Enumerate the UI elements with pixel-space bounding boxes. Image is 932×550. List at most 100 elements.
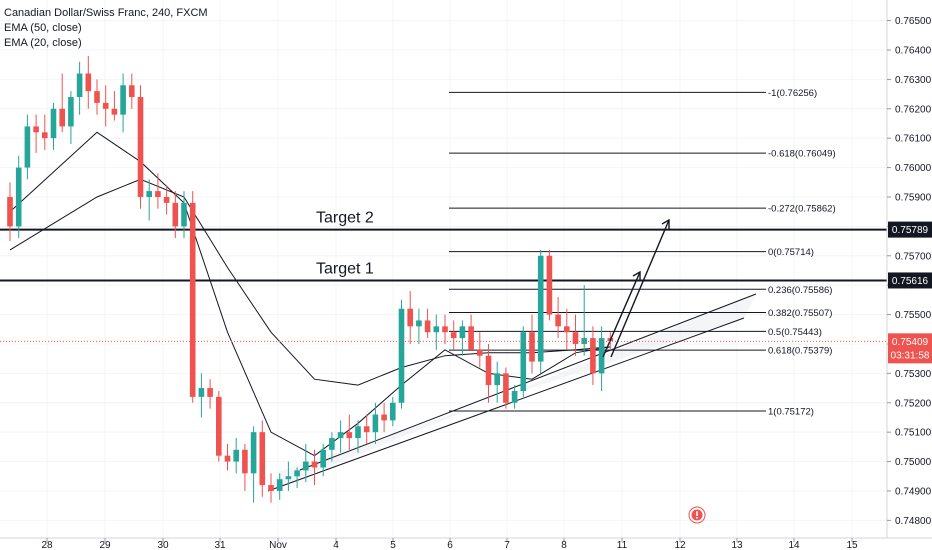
y-tick-label: 0.76000	[895, 163, 932, 174]
legend-ema20[interactable]: EMA (20, close)	[4, 37, 82, 49]
x-tick-label: 15	[846, 540, 858, 550]
alert-icon[interactable]	[688, 506, 706, 524]
candle-body	[137, 97, 144, 197]
fib-label: 1(0.75172)	[768, 406, 814, 417]
x-tick-label: 28	[41, 540, 53, 550]
y-tick-label: 0.76200	[895, 104, 932, 115]
y-tick-label: 0.75900	[895, 192, 932, 203]
current-price-label: 0.75409	[892, 337, 929, 348]
candle-body	[450, 332, 457, 339]
candle-body	[363, 426, 370, 433]
candle-body	[477, 349, 483, 356]
candle-body	[7, 196, 13, 227]
fib-label: 0.236(0.75586)	[768, 285, 832, 296]
fib-levels: -1(0.76256) -0.618(0.76049) -0.272(0.75862…	[449, 88, 836, 417]
x-tick-label: 14	[788, 540, 800, 550]
candle-body	[346, 432, 353, 439]
candle-body	[259, 432, 266, 486]
x-tick-label: 13	[731, 540, 743, 550]
x-tick-label: 11	[617, 540, 628, 550]
candle-body	[102, 102, 109, 109]
grid	[0, 0, 887, 538]
x-tick-label: 7	[504, 540, 510, 550]
candle-body	[407, 308, 413, 327]
arrow-2-shaft	[610, 219, 670, 358]
candle-body	[76, 73, 83, 98]
candle-body	[42, 132, 48, 139]
candle-body	[459, 326, 466, 339]
fib-label: -0.272(0.75862)	[768, 204, 836, 215]
candle-body	[163, 196, 170, 203]
target-price-tag-label: 0.75616	[892, 276, 929, 287]
candle-body	[181, 202, 187, 227]
candle-body	[50, 108, 57, 139]
projection-arrows	[602, 218, 670, 358]
fib-label: 0.382(0.75507)	[768, 308, 832, 319]
fib-label: 0.5(0.75443)	[768, 327, 822, 338]
arrow-1-head	[632, 270, 641, 280]
candle-body	[590, 338, 596, 374]
x-tick-label: 6	[447, 540, 453, 550]
candle-body	[546, 255, 553, 315]
fib-label: 0(0.75714)	[768, 247, 814, 258]
fib-label: -0.618(0.76049)	[768, 149, 836, 160]
candle-body	[581, 338, 587, 344]
candle-body	[390, 402, 396, 421]
candle-body	[276, 479, 283, 491]
price-tags: 0.75789 0.75616 0.75409 03:31:58	[888, 221, 932, 364]
candle-body	[598, 338, 605, 374]
target-price-tag	[888, 272, 932, 289]
candle-body	[381, 414, 387, 421]
candle-body	[442, 326, 448, 333]
current-price-tag	[888, 333, 932, 364]
candle-body	[242, 449, 248, 474]
y-tick-label: 0.74900	[895, 486, 932, 497]
y-tick-label: 0.75000	[895, 457, 932, 468]
candle-body	[303, 461, 309, 471]
x-tick-label: 8	[561, 540, 567, 550]
y-tick-label: 0.75500	[895, 310, 932, 321]
candle-body	[537, 255, 544, 362]
candle-body	[555, 314, 561, 327]
candle-body	[424, 320, 431, 333]
y-tick-label: 0.76100	[895, 134, 932, 145]
y-tick-label: 0.75300	[895, 369, 932, 380]
target-price-tag	[888, 221, 932, 238]
candle-body	[15, 167, 22, 227]
candle-body	[146, 191, 152, 197]
candle-body	[24, 126, 31, 168]
candle-body	[198, 388, 205, 397]
fib-label: -1(0.76256)	[768, 88, 817, 99]
x-tick-label: 31	[214, 540, 226, 550]
candle-body	[494, 373, 500, 386]
candle-body	[564, 326, 570, 333]
candle-body	[111, 108, 118, 115]
x-tick-label: 4	[333, 540, 339, 550]
candle-body	[503, 373, 509, 403]
arrow-2-head	[661, 218, 670, 229]
candle-body	[189, 202, 196, 397]
channel-upper-line	[299, 293, 757, 471]
x-tick-label: 12	[674, 540, 686, 550]
candle-body	[59, 108, 65, 127]
candle-body	[85, 73, 92, 92]
y-tick-label: 0.76400	[895, 45, 932, 56]
candle-body	[285, 476, 292, 480]
candle-body	[416, 320, 422, 327]
candle-body	[572, 332, 579, 344]
x-tick-label: 29	[99, 540, 111, 550]
candle-body	[433, 326, 440, 333]
arrow-1-shaft	[602, 271, 641, 358]
x-tick-label: Nov	[269, 540, 287, 550]
candle-body	[155, 191, 161, 197]
legend-ema50[interactable]: EMA (50, close)	[4, 22, 82, 34]
candle-body	[372, 414, 379, 433]
x-tick-label: 30	[157, 540, 169, 550]
y-tick-label: 0.76500	[895, 16, 932, 27]
time-axis[interactable]: 28 29 30 31 Nov 4 5 6 7 8 11 12 13 14 15	[41, 538, 858, 550]
fib-label: 0.618(0.75379)	[768, 346, 832, 357]
legend-symbol[interactable]: Canadian Dollar/Swiss Franc, 240, FXCM	[4, 7, 208, 19]
